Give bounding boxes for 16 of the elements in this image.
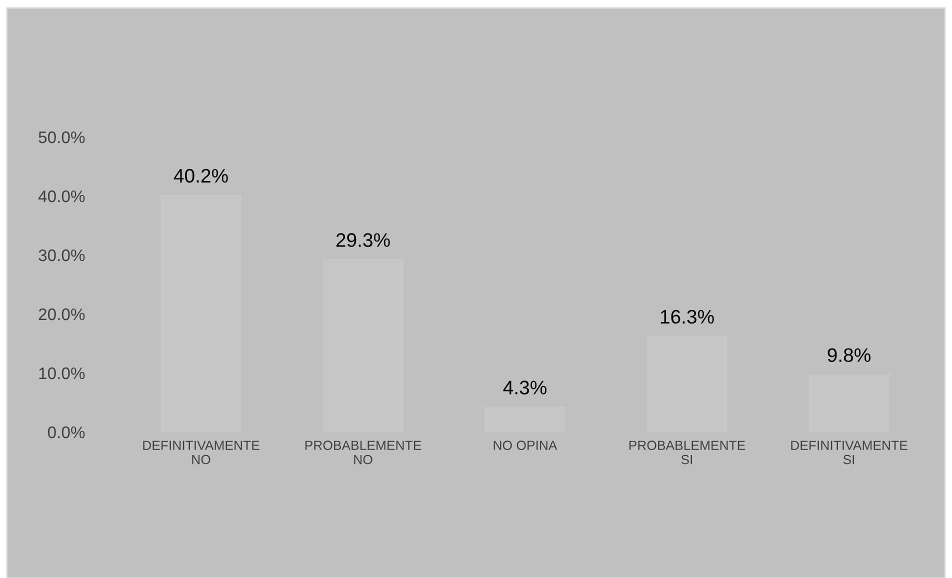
- y-tick-label: 30.0%: [38, 249, 85, 262]
- x-tick-label: DEFINITIVAMENTE NO: [143, 440, 260, 464]
- y-tick-label: 10.0%: [39, 367, 85, 380]
- y-tick-label: 20.0%: [38, 308, 85, 320]
- data-label: 40.2%: [174, 168, 228, 183]
- x-tick-label: PROBABLEMENTE SI: [629, 440, 746, 464]
- x-tick-label: NO OPINA: [494, 440, 558, 450]
- data-label: 9.8%: [828, 348, 870, 362]
- data-label: 16.3%: [660, 310, 714, 324]
- x-tick-label: PROBABLEMENTE NO: [305, 440, 422, 464]
- data-label: 4.3%: [503, 380, 546, 394]
- x-tick-label: DEFINITIVAMENTE SI: [791, 440, 908, 464]
- y-tick-label: 0.0%: [48, 426, 85, 438]
- y-tick-label: 50.0%: [38, 131, 85, 144]
- data-label: 29.3%: [336, 233, 390, 247]
- y-tick-label: 40.0%: [38, 190, 85, 202]
